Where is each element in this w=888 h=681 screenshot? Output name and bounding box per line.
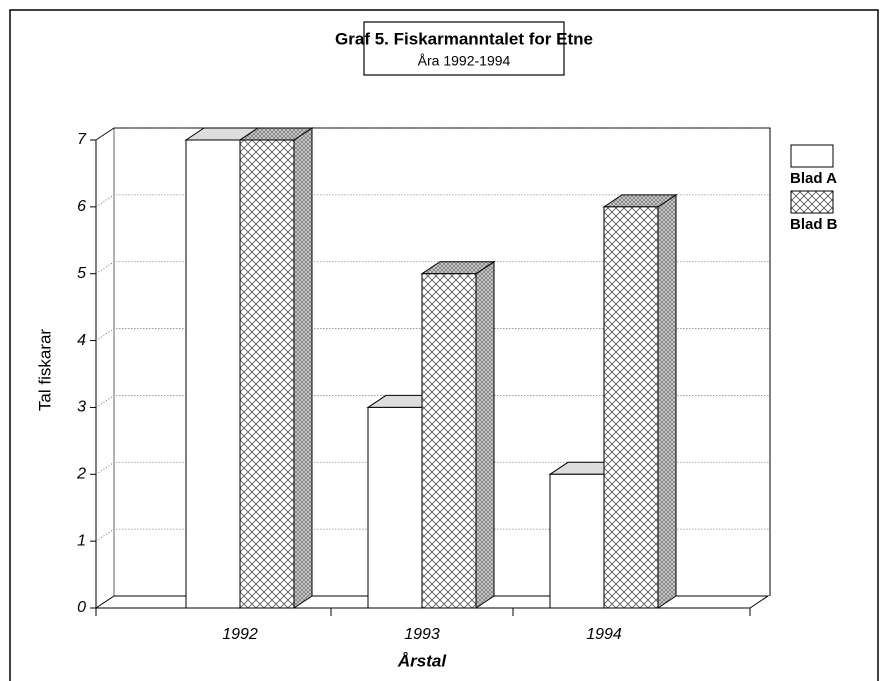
bar bbox=[602, 193, 678, 609]
y-tick-label: 4 bbox=[77, 332, 86, 349]
bar-front bbox=[603, 206, 659, 609]
x-tick-label: 1993 bbox=[404, 626, 440, 643]
y-axis-title: Tal fiskarar bbox=[35, 329, 54, 412]
y-tick-label: 3 bbox=[77, 399, 86, 416]
bar-front bbox=[367, 406, 423, 609]
y-tick-label: 0 bbox=[77, 599, 86, 616]
y-tick-label: 2 bbox=[76, 466, 86, 483]
grid-line bbox=[95, 528, 770, 542]
bar-front bbox=[239, 139, 295, 609]
x-tick-label: 1994 bbox=[586, 626, 622, 643]
bar-side bbox=[475, 260, 495, 609]
title-box bbox=[363, 21, 565, 76]
frame bbox=[9, 9, 879, 681]
bar-front bbox=[421, 273, 477, 609]
bar bbox=[238, 127, 314, 609]
chart-subtitle: Åra 1992-1994 bbox=[418, 53, 511, 69]
legend-label: Blad B bbox=[790, 216, 838, 233]
legend-label: Blad A bbox=[790, 170, 837, 187]
chart-title: Graf 5. Fiskarmanntalet for Etne bbox=[335, 29, 593, 48]
grid-line bbox=[95, 194, 770, 208]
grid-line bbox=[95, 261, 770, 275]
bar-side bbox=[293, 127, 313, 609]
grid-line bbox=[95, 395, 770, 408]
legend-swatch bbox=[790, 190, 834, 214]
grid-line bbox=[95, 127, 770, 141]
floor bbox=[95, 595, 770, 609]
grid-line bbox=[95, 461, 770, 475]
y-tick-label: 7 bbox=[77, 131, 87, 148]
bar-front bbox=[549, 473, 605, 609]
bar-side bbox=[657, 193, 677, 609]
bar-front bbox=[185, 139, 241, 609]
y-tick-label: 5 bbox=[77, 265, 86, 282]
bar bbox=[420, 260, 496, 609]
y-tick-label: 1 bbox=[77, 532, 86, 549]
y-tick-label: 6 bbox=[77, 198, 86, 215]
grid-line bbox=[95, 328, 770, 341]
legend-swatch bbox=[790, 144, 834, 168]
x-axis-title: Årstal bbox=[397, 651, 447, 670]
x-tick-label: 1992 bbox=[222, 626, 258, 643]
